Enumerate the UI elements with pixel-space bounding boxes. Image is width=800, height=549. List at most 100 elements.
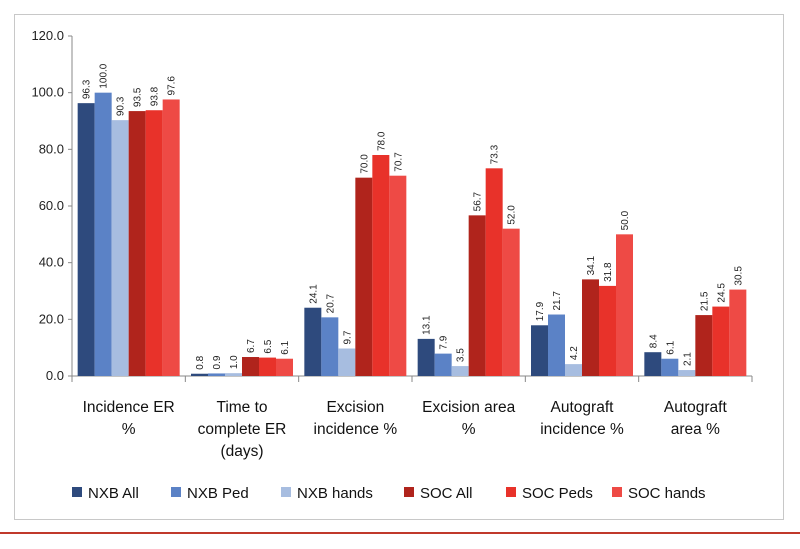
bar: [599, 285, 616, 376]
x-category-label: incidence %: [540, 421, 624, 438]
data-label: 20.7: [325, 293, 336, 313]
data-label: 1.0: [229, 355, 240, 369]
data-label: 31.8: [603, 262, 614, 282]
data-label: 21.5: [699, 291, 710, 311]
data-label: 73.3: [490, 144, 501, 164]
legend-label: SOC hands: [628, 485, 706, 502]
data-label: 96.3: [82, 79, 93, 99]
legend-swatch: [72, 487, 82, 497]
data-label: 50.0: [620, 210, 631, 230]
data-label: 6.1: [665, 340, 676, 354]
chart-frame: [14, 14, 784, 520]
bar: [321, 317, 339, 376]
bar: [661, 358, 679, 376]
legend-label: NXB hands: [297, 485, 373, 502]
data-label: 70.7: [393, 152, 404, 172]
bar: [468, 215, 486, 376]
bar: [304, 307, 322, 376]
bar: [729, 289, 747, 376]
x-category-label: Incidence ER: [83, 399, 175, 416]
x-category-label: incidence %: [314, 421, 398, 438]
bar: [276, 358, 293, 376]
data-label: 8.4: [648, 334, 659, 348]
data-label: 7.9: [439, 335, 450, 349]
bar: [644, 352, 662, 376]
data-label: 100.0: [99, 63, 110, 88]
x-category-label: (days): [220, 443, 263, 460]
x-category-label: Excision: [326, 399, 384, 416]
x-category-label: %: [462, 421, 476, 438]
bar: [565, 364, 582, 376]
bar: [531, 325, 548, 376]
bar: [128, 111, 146, 376]
bar: [616, 234, 633, 376]
y-tick-label: 80.0: [39, 141, 64, 156]
bar: [389, 175, 407, 376]
data-label: 0.9: [212, 355, 223, 369]
y-tick-label: 0.0: [46, 368, 64, 383]
y-tick-label: 60.0: [39, 198, 64, 213]
data-label: 2.1: [682, 352, 693, 366]
bar: [225, 373, 242, 376]
data-label: 97.6: [167, 76, 178, 96]
bar: [434, 353, 452, 376]
bar: [242, 357, 259, 376]
x-category-label: Time to: [216, 399, 267, 416]
bar: [582, 279, 599, 376]
data-label: 4.2: [569, 346, 580, 360]
legend-label: SOC All: [420, 485, 473, 502]
bar: [94, 92, 112, 377]
legend-swatch: [281, 487, 291, 497]
data-label: 6.1: [280, 340, 291, 354]
y-tick-label: 40.0: [39, 255, 64, 270]
x-category-label: Autograft: [551, 399, 615, 416]
bar: [548, 314, 565, 376]
bar: [712, 306, 730, 376]
data-label: 13.1: [422, 315, 433, 335]
bar: [695, 315, 713, 376]
bar: [485, 168, 503, 376]
legend-label: NXB All: [88, 485, 139, 502]
data-label: 17.9: [535, 301, 546, 321]
x-category-label: Excision area: [422, 399, 515, 416]
legend-swatch: [404, 487, 414, 497]
data-label: 24.5: [716, 283, 727, 303]
data-label: 93.8: [150, 86, 161, 106]
bar: [417, 338, 435, 376]
bar: [502, 228, 520, 376]
footer-rule: [0, 532, 800, 534]
data-label: 56.7: [473, 191, 484, 211]
data-label: 21.7: [552, 291, 563, 311]
bar: [77, 103, 95, 377]
data-label: 90.3: [116, 96, 127, 116]
x-category-label: Autograft: [664, 399, 728, 416]
x-category-label: complete ER: [198, 421, 287, 438]
data-label: 93.5: [133, 87, 144, 107]
legend-label: NXB Ped: [187, 485, 249, 502]
bar: [208, 373, 225, 376]
data-label: 6.5: [263, 339, 274, 353]
bar: [162, 99, 180, 376]
y-tick-label: 20.0: [39, 311, 64, 326]
y-tick-label: 100.0: [31, 85, 64, 100]
x-category-label: area %: [671, 421, 720, 438]
data-label: 34.1: [586, 255, 597, 275]
legend-swatch: [612, 487, 622, 497]
y-tick-label: 120.0: [31, 28, 64, 43]
data-label: 70.0: [359, 154, 370, 174]
data-label: 24.1: [308, 284, 319, 304]
bar: [355, 177, 373, 376]
bar: [451, 366, 469, 376]
data-label: 30.5: [733, 266, 744, 286]
bar: [372, 155, 390, 376]
data-label: 3.5: [456, 348, 467, 362]
legend-swatch: [506, 487, 516, 497]
x-category-label: %: [122, 421, 136, 438]
legend-label: SOC Peds: [522, 485, 593, 502]
bar: [145, 110, 163, 376]
data-label: 52.0: [507, 205, 518, 225]
bar: [111, 120, 129, 377]
bar: [259, 357, 276, 376]
data-label: 78.0: [376, 131, 387, 151]
